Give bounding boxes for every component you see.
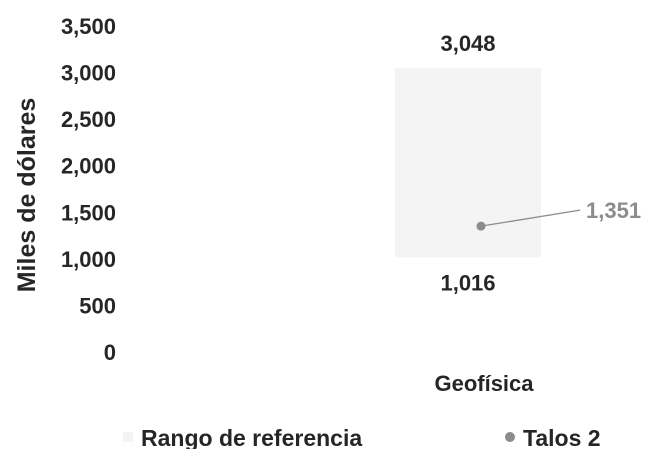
y-tick-label: 1,500 [61, 200, 116, 225]
legend-item: Talos 2 [505, 425, 601, 449]
range-low-label: 1,016 [440, 270, 495, 295]
y-axis-title: Miles de dólares [13, 98, 41, 293]
y-axis: 0 500 1,000 1,500 2,000 2,500 3,000 3,500 [61, 14, 116, 365]
range-bar [395, 68, 541, 258]
y-tick-label: 2,000 [61, 154, 116, 179]
y-tick-label: 3,500 [61, 14, 116, 39]
plot-area: 3,048 1,016 1,351 [395, 31, 641, 295]
legend-marker [505, 432, 515, 442]
legend-label: Rango de referencia [141, 425, 362, 449]
category-label: Geofísica [434, 371, 534, 396]
legend-item: Rango de referencia [123, 425, 362, 449]
y-tick-label: 1,000 [61, 247, 116, 272]
legend-label: Talos 2 [523, 425, 601, 449]
y-tick-label: 500 [79, 293, 116, 318]
range-high-label: 3,048 [440, 31, 495, 56]
point-leader-line [480, 209, 581, 227]
point-label: 1,351 [586, 198, 641, 223]
y-tick-label: 3,000 [61, 61, 116, 86]
legend: Rango de referencia Talos 2 [123, 425, 601, 449]
legend-marker [123, 432, 133, 442]
y-tick-label: 2,500 [61, 107, 116, 132]
data-point [476, 221, 486, 231]
category-axis: Geofísica [434, 371, 534, 396]
y-tick-label: 0 [104, 340, 116, 365]
